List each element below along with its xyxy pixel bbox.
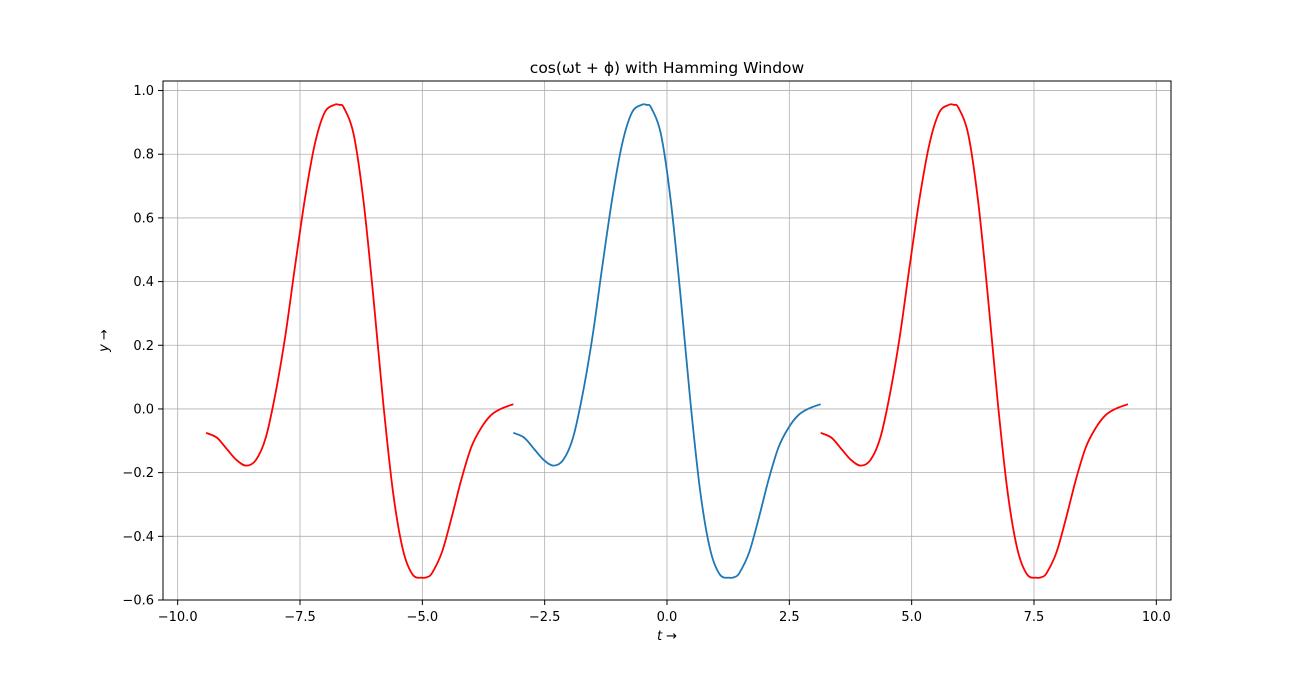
- chart-title: cos(ωt + ϕ) with Hamming Window: [530, 59, 805, 77]
- y-tick-label: 0.6: [133, 211, 154, 226]
- x-tick-label: −2.5: [529, 610, 561, 625]
- y-tick-label: 1.0: [133, 84, 154, 99]
- y-tick-label: 0.2: [133, 339, 154, 354]
- y-tick-label: −0.6: [122, 594, 154, 609]
- y-tick-label: 0.8: [133, 148, 154, 163]
- x-tick-label: 10.0: [1142, 610, 1171, 625]
- y-tick-label: 0.4: [133, 275, 154, 290]
- series-line-1: [205, 103, 514, 579]
- y-tick-label: 0.0: [133, 402, 154, 417]
- grid-layer: [163, 81, 1171, 601]
- x-tick-label: 7.5: [1024, 610, 1045, 625]
- series-line-3: [820, 103, 1129, 579]
- y-tick-label: −0.2: [122, 466, 154, 481]
- x-tick-label: −7.5: [284, 610, 316, 625]
- x-tick-label: 5.0: [901, 610, 922, 625]
- series-layer: [205, 103, 1129, 579]
- series-line-2: [512, 103, 821, 579]
- y-tick-label: −0.4: [122, 530, 154, 545]
- tick-layer: −10.0 −7.5 −5.0 −2.5 0.0 2.5 5.0 7.5 10.0 −0.6 −0.…: [122, 84, 1170, 625]
- y-axis-label: y →: [97, 329, 112, 353]
- x-tick-label: 0.0: [657, 610, 678, 625]
- x-tick-label: −5.0: [407, 610, 439, 625]
- x-axis-label: t →: [657, 629, 677, 644]
- x-tick-label: −10.0: [158, 610, 198, 625]
- x-tick-label: 2.5: [779, 610, 800, 625]
